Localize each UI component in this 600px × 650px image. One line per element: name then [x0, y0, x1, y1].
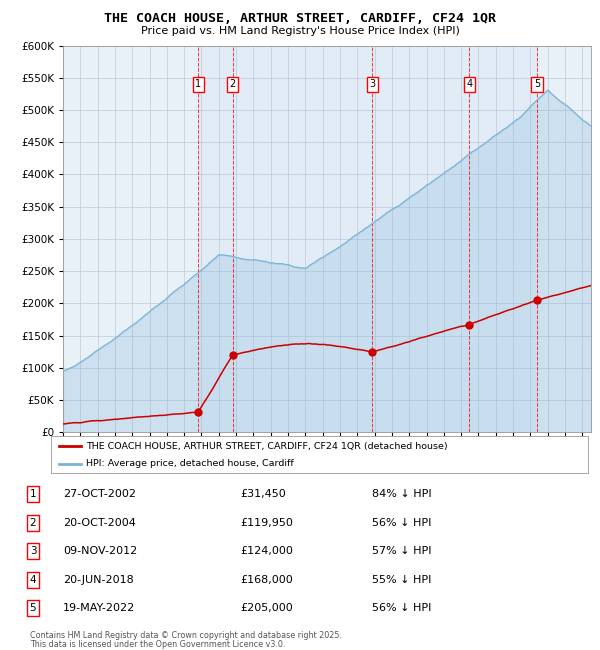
Bar	[469, 46, 537, 432]
Text: 56% ↓ HPI: 56% ↓ HPI	[372, 517, 431, 528]
Text: 20-OCT-2004: 20-OCT-2004	[63, 517, 136, 528]
Text: 09-NOV-2012: 09-NOV-2012	[63, 546, 137, 556]
Text: 27-OCT-2002: 27-OCT-2002	[63, 489, 136, 499]
Text: 1: 1	[196, 79, 202, 89]
Text: 56% ↓ HPI: 56% ↓ HPI	[372, 603, 431, 614]
Text: 19-MAY-2022: 19-MAY-2022	[63, 603, 135, 614]
Text: £205,000: £205,000	[240, 603, 293, 614]
Text: 5: 5	[534, 79, 540, 89]
Text: 4: 4	[29, 575, 37, 585]
Text: Contains HM Land Registry data © Crown copyright and database right 2025.: Contains HM Land Registry data © Crown c…	[30, 631, 342, 640]
Text: 2: 2	[230, 79, 236, 89]
Bar	[372, 46, 469, 432]
Text: £119,950: £119,950	[240, 517, 293, 528]
Text: 5: 5	[29, 603, 37, 614]
Text: 1: 1	[29, 489, 37, 499]
Text: 2: 2	[29, 517, 37, 528]
Text: 84% ↓ HPI: 84% ↓ HPI	[372, 489, 431, 499]
Text: This data is licensed under the Open Government Licence v3.0.: This data is licensed under the Open Gov…	[30, 640, 286, 649]
Bar	[233, 46, 372, 432]
Bar	[199, 46, 233, 432]
Text: THE COACH HOUSE, ARTHUR STREET, CARDIFF, CF24 1QR: THE COACH HOUSE, ARTHUR STREET, CARDIFF,…	[104, 12, 496, 25]
Text: £31,450: £31,450	[240, 489, 286, 499]
Text: £168,000: £168,000	[240, 575, 293, 585]
Text: 3: 3	[29, 546, 37, 556]
Text: HPI: Average price, detached house, Cardiff: HPI: Average price, detached house, Card…	[86, 460, 293, 468]
Text: £124,000: £124,000	[240, 546, 293, 556]
Text: 57% ↓ HPI: 57% ↓ HPI	[372, 546, 431, 556]
Text: Price paid vs. HM Land Registry's House Price Index (HPI): Price paid vs. HM Land Registry's House …	[140, 26, 460, 36]
Text: THE COACH HOUSE, ARTHUR STREET, CARDIFF, CF24 1QR (detached house): THE COACH HOUSE, ARTHUR STREET, CARDIFF,…	[86, 441, 448, 450]
Text: 20-JUN-2018: 20-JUN-2018	[63, 575, 134, 585]
Text: 4: 4	[466, 79, 472, 89]
Text: 55% ↓ HPI: 55% ↓ HPI	[372, 575, 431, 585]
Text: 3: 3	[369, 79, 375, 89]
